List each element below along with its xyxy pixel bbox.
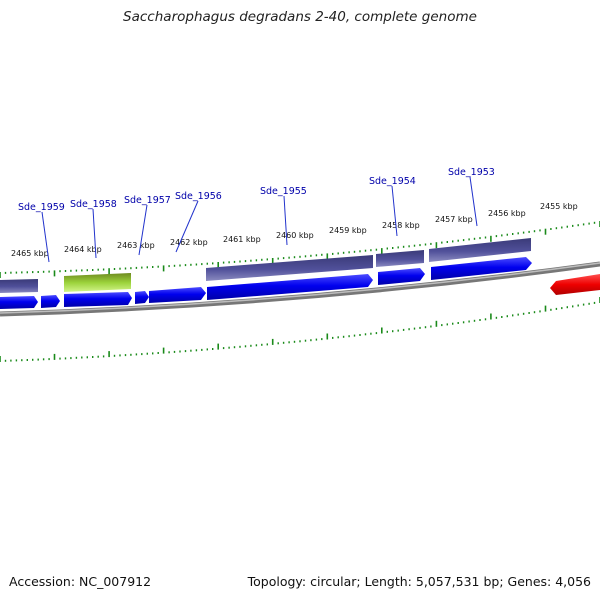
map-title: Saccharophagus degradans 2-40, complete … [123,9,477,25]
gene-label[interactable]: Sde_1956 [175,191,222,202]
gene-feature[interactable] [149,287,206,303]
gene-label[interactable]: Sde_1953 [448,167,495,178]
upper-scale-ticks [0,221,600,278]
gene-label[interactable]: Sde_1959 [18,202,65,213]
gene-feature[interactable] [429,238,531,262]
gene-feature[interactable] [0,279,38,293]
accession-text: Accession: NC_007912 [9,574,152,589]
scale-label: 2457 kbp [435,215,473,224]
scale-label: 2455 kbp [540,202,578,211]
gene-label[interactable]: Sde_1958 [70,199,117,210]
scale-label: 2461 kbp [223,235,261,244]
scale-label: 2464 kbp [64,245,102,254]
gene-feature[interactable] [64,292,132,307]
gene-feature[interactable] [378,268,425,285]
gene-label[interactable]: Sde_1957 [124,195,171,206]
scale-label: 2465 kbp [11,249,49,258]
genome-summary-text: Topology: circular; Length: 5,057,531 bp… [247,574,591,589]
scale-label: 2463 kbp [117,241,155,250]
gene-feature[interactable] [0,296,38,309]
gene-feature[interactable] [376,250,424,267]
rna-feature[interactable] [64,273,131,292]
gene-label[interactable]: Sde_1955 [260,186,307,197]
minus-strand-track [0,238,531,293]
scale-label: 2460 kbp [276,231,314,240]
gene-feature[interactable] [206,255,373,281]
scale-label: 2459 kbp [329,226,367,235]
genome-backbone [0,261,600,317]
genome-backbone-highlight [0,262,600,314]
scale-label: 2456 kbp [488,209,526,218]
gene-label-leaders [41,176,478,263]
scale-label: 2458 kbp [382,221,420,230]
lower-scale-ticks [0,297,600,362]
gene-feature[interactable] [431,257,532,280]
gene-label[interactable]: Sde_1954 [369,176,416,187]
plus-strand-track [0,257,532,309]
reverse-gene-feature[interactable] [550,274,600,295]
gene-feature[interactable] [135,291,149,304]
gene-feature[interactable] [207,274,373,300]
gene-feature[interactable] [41,295,60,308]
scale-label: 2462 kbp [170,238,208,247]
